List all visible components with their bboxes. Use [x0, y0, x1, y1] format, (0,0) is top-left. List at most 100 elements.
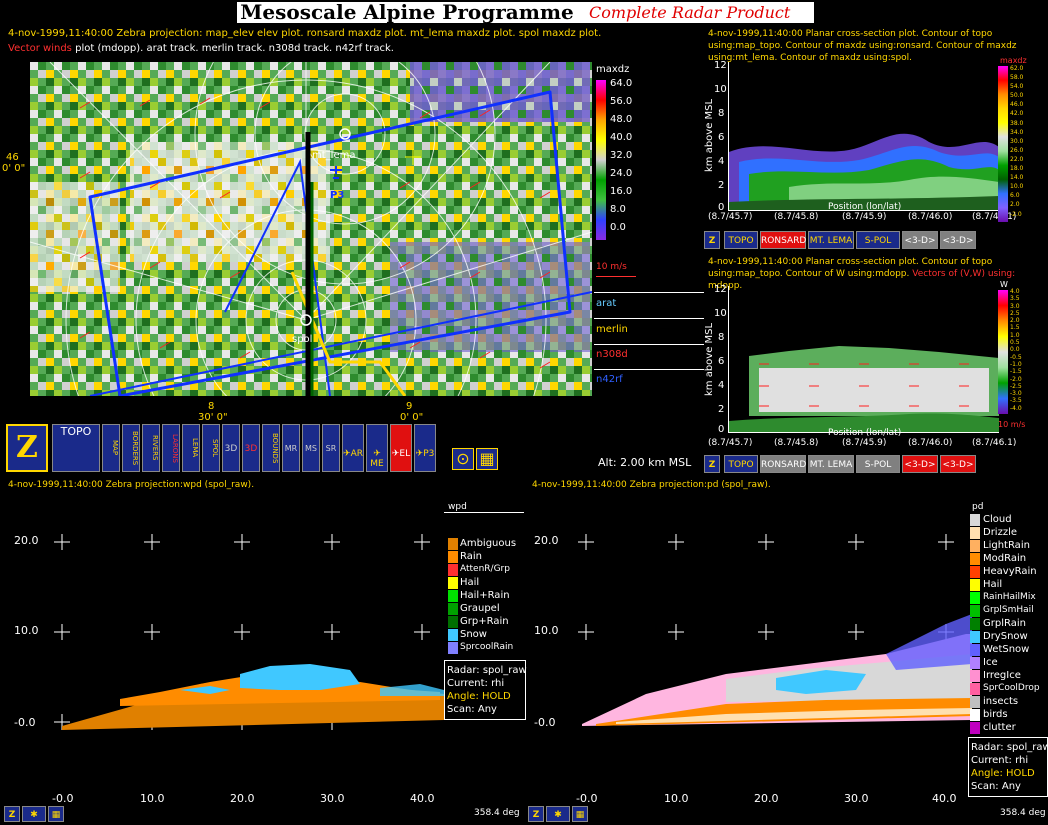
- rhi-left-zebra-button[interactable]: Z: [4, 806, 20, 822]
- rhi-left-deg: 358.4 deg: [474, 808, 520, 818]
- lat-label: 46: [6, 152, 19, 163]
- title-banner: Mesoscale Alpine Programme Complete Rada…: [237, 2, 814, 23]
- 3d-button-1[interactable]: 3D: [222, 424, 240, 472]
- airplane-icon: ✈: [373, 449, 381, 459]
- xsec2-3d-button-2[interactable]: <3-D>: [940, 455, 976, 473]
- xsec2-ronsard-button[interactable]: RONSARD: [760, 455, 806, 473]
- lat-label-min: 0' 0": [2, 163, 26, 174]
- rhi-right-zebra-button[interactable]: Z: [528, 806, 544, 822]
- grid-icon: ▦: [479, 449, 495, 468]
- xsec2-spol-button[interactable]: S-POL: [856, 455, 900, 473]
- rhi-right-overlay-button[interactable]: ✱: [546, 806, 570, 822]
- p3-aircraft-button[interactable]: ✈P3: [414, 424, 436, 472]
- xsec1-ronsard-button[interactable]: RONSARD: [760, 231, 806, 249]
- rhi-right-canvas[interactable]: [526, 494, 972, 804]
- xsec2-ylabel: km above MSL: [704, 322, 715, 396]
- lon-label-1-min: 30' 0": [198, 412, 228, 423]
- xsec1-xlabel: Position (lon/lat): [828, 202, 902, 212]
- xsec2-toolbar: Z TOPO RONSARD MT. LEMA S-POL <3-D> <3-D…: [704, 455, 979, 473]
- map-color-scale: [596, 80, 606, 240]
- sr-button[interactable]: SR: [322, 424, 340, 472]
- xsec2-scale-title: W: [1000, 280, 1008, 289]
- map-canvas[interactable]: [29, 0, 593, 561]
- airplane-icon: ✈: [343, 449, 351, 459]
- xsec2-3d-button-1[interactable]: <3-D>: [902, 455, 938, 473]
- wind-scale-bar: [596, 276, 636, 277]
- map-header-2: Vector winds plot (mdopp). arat track. m…: [8, 43, 394, 54]
- rhi-left-grid-button[interactable]: ▦: [48, 806, 64, 822]
- map-header: 4-nov-1999,11:40:00 Zebra projection: ma…: [8, 28, 602, 39]
- lon-label-2-min: 0' 0": [400, 412, 424, 423]
- electra-aircraft-button[interactable]: ✈EL: [390, 424, 412, 472]
- zebra-button[interactable]: Z: [6, 424, 48, 472]
- spol-radar-button[interactable]: SPOL: [202, 424, 220, 472]
- bounds-button[interactable]: BOUNDS: [262, 424, 280, 472]
- track-legend: arat merlin n308d n42rf: [594, 292, 704, 396]
- xsec1-3d-button-1[interactable]: <3-D>: [902, 231, 938, 249]
- map-panel[interactable]: mt_lema spol P3: [29, 0, 593, 561]
- rhi-right-legend-title: pd: [972, 502, 984, 512]
- xsec2-header: 4-nov-1999,11:40:00 Planar cross-section…: [708, 257, 1016, 291]
- topo-button[interactable]: TOPO: [52, 424, 100, 472]
- rhi-left-overlay-button[interactable]: ✱: [22, 806, 46, 822]
- xsec2-scale-ticks: 4.0 3.5 3.0 2.5 2.0 1.5 1.0 0.5 0.0 -0.5 -1.0 -1.…: [1010, 288, 1022, 412]
- rhi-right-toolbar: Z ✱ ▦: [528, 806, 588, 822]
- xsec1-mtlema-button[interactable]: MT. LEMA: [808, 231, 854, 249]
- rhi-left-legend: Ambiguous Rain AttenR/Grp Hail Hail+Rain…: [448, 538, 528, 658]
- xsec2-plot[interactable]: [728, 286, 999, 433]
- xsec1-scale-ticks: 62.0 58.0 54.0 50.0 46.0 42.0 38.0 34.0 30.0 26…: [1010, 65, 1024, 218]
- xsec1-zebra-button[interactable]: Z: [704, 231, 720, 249]
- lema-radar-button[interactable]: LEMA: [182, 424, 200, 472]
- place-p3: P3: [330, 190, 345, 201]
- xsec2-topo-button[interactable]: TOPO: [724, 455, 758, 473]
- grid-button[interactable]: ▦: [476, 448, 498, 470]
- xsec1-3d-button-2[interactable]: <3-D>: [940, 231, 976, 249]
- xsec1-scale-title: maxdz: [1000, 56, 1027, 65]
- rhi-left-xticks: -0.0 10.0 20.0 30.0 40.0: [52, 792, 435, 805]
- rhi-right-panel[interactable]: 20.0 10.0 -0.0: [526, 494, 972, 804]
- xsec2-panel[interactable]: km above MSL 12 10 8 6 4 2 0: [704, 284, 999, 436]
- rivers-button[interactable]: RIVERS: [142, 424, 160, 472]
- track-n42rf: n42rf: [596, 374, 623, 385]
- place-mtlema: mt_lema: [312, 150, 356, 161]
- rhi-right-grid-button[interactable]: ▦: [572, 806, 588, 822]
- ms-button[interactable]: MS: [302, 424, 320, 472]
- map-layer-button[interactable]: MAP: [102, 424, 120, 472]
- rhi-left-info: Radar: spol_raw Current: rhi Angle: HOLD…: [444, 660, 527, 720]
- xsec1-color-scale: [998, 66, 1008, 222]
- xsec2-zebra-button[interactable]: Z: [704, 455, 720, 473]
- place-spol: spol: [292, 334, 313, 345]
- xsec1-panel[interactable]: km above MSL 12 10 8 6 4 2 0: [704, 60, 999, 213]
- rhi-left-legend-title: wpd: [448, 502, 467, 512]
- track-n308d: n308d: [596, 349, 628, 360]
- xsec2-xlabel: Position (lon/lat): [828, 428, 902, 438]
- rhi-left-canvas[interactable]: [0, 494, 524, 804]
- grid-icon: ▦: [575, 810, 585, 820]
- map-header-2-rest: plot (mdopp). arat track. merlin track. …: [75, 43, 394, 54]
- sun-icon: ✱: [30, 810, 38, 820]
- xsec2-wind-scale: 10 m/s: [998, 420, 1026, 429]
- center-target-button[interactable]: ⊙: [452, 448, 474, 470]
- xsec1-xticks: (8.7/45.7) (8.7/45.8) (8.7/45.9) (8.7/46…: [708, 212, 1017, 222]
- borders-button[interactable]: BORDERS: [122, 424, 140, 472]
- 3d-button-2[interactable]: 3D: [242, 424, 260, 472]
- xsec1-topo-button[interactable]: TOPO: [724, 231, 758, 249]
- mr-button[interactable]: MR: [282, 424, 300, 472]
- xsec1-spol-button[interactable]: S-POL: [856, 231, 900, 249]
- ronsard-radar-button[interactable]: LARONS: [162, 424, 180, 472]
- map-toolbar: Z TOPO MAP BORDERS RIVERS LARONS LEMA SP…: [6, 424, 502, 474]
- xsec2-mtlema-button[interactable]: MT. LEMA: [808, 455, 854, 473]
- rhi-left-panel[interactable]: 20.0 10.0 -0.0: [0, 494, 524, 804]
- map-scale-title: maxdz: [596, 64, 630, 75]
- xsec1-header: 4-nov-1999,11:40:00 Planar cross-section…: [708, 29, 1017, 63]
- xsec1-plot[interactable]: [728, 62, 999, 211]
- xsec1-toolbar: Z TOPO RONSARD MT. LEMA S-POL <3-D> <3-D…: [704, 231, 979, 249]
- rhi-left-header: 4-nov-1999,11:40:00 Zebra projection:wpd…: [8, 480, 255, 490]
- track-merlin: merlin: [596, 324, 628, 335]
- arat-aircraft-button[interactable]: ✈AR: [342, 424, 364, 472]
- xsec2-xticks: (8.7/45.7) (8.7/45.8) (8.7/45.9) (8.7/46…: [708, 438, 1017, 448]
- merlin-aircraft-button[interactable]: ✈ME: [366, 424, 388, 472]
- rhi-right-legend: Cloud Drizzle LightRain ModRain HeavyRai…: [970, 512, 1048, 734]
- map-scale-ticks: 64.0 56.0 48.0 40.0 32.0 24.0 16.0 8.0 0…: [610, 78, 633, 233]
- rhi-right-deg: 358.4 deg: [1000, 808, 1046, 818]
